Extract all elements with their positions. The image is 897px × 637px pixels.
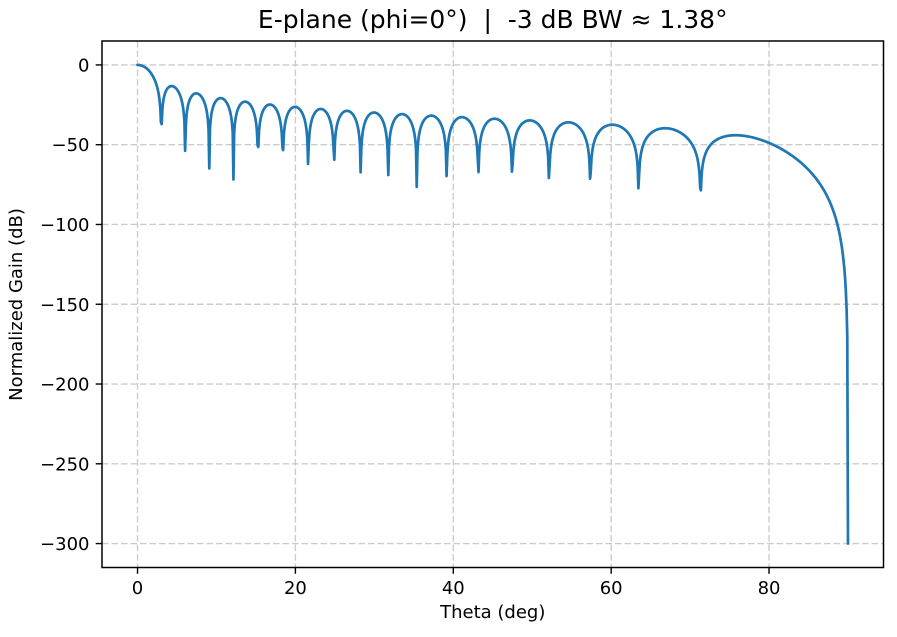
x-axis-ticks: 0 20 40 60 80 (132, 567, 781, 599)
gain-curve (136, 63, 850, 545)
y-tick-label: −50 (52, 135, 90, 156)
x-tick-label: 20 (284, 578, 307, 599)
y-axis-label: Normalized Gain (dB) (6, 208, 27, 401)
x-tick-label: 0 (132, 578, 143, 599)
y-tick-label: −300 (40, 534, 89, 555)
x-tick-label: 80 (758, 578, 781, 599)
y-tick-label: 0 (78, 55, 89, 76)
y-tick-label: −250 (40, 454, 89, 475)
y-axis-ticks: 0 −50 −100 −150 −200 −250 −300 (40, 55, 102, 555)
x-axis-label: Theta (deg) (439, 602, 545, 623)
x-tick-label: 40 (442, 578, 465, 599)
y-tick-label: −200 (40, 375, 89, 396)
y-tick-label: −100 (40, 215, 89, 236)
y-tick-label: −150 (40, 295, 89, 316)
x-tick-label: 60 (600, 578, 623, 599)
chart-title: E-plane (phi=0°) | -3 dB BW ≈ 1.38° (258, 5, 728, 34)
grid-lines (102, 41, 884, 568)
